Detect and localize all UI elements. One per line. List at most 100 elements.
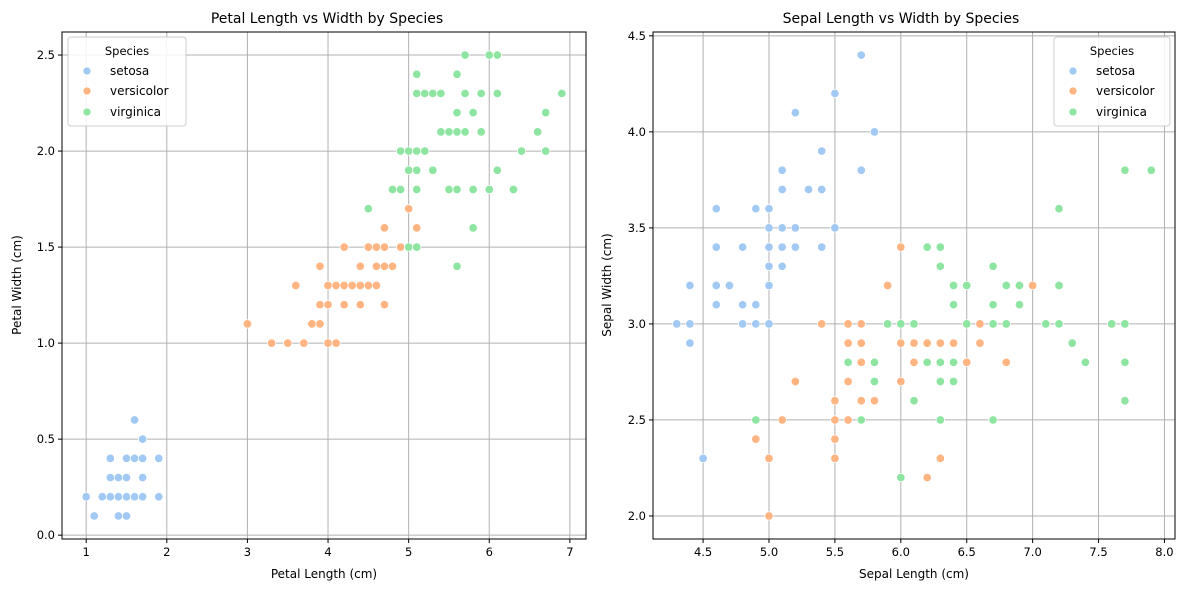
sepal-point-versicolor <box>856 338 866 348</box>
sepal-y-axis-label: Sepal Width (cm) <box>600 233 614 336</box>
sepal-point-versicolor <box>856 357 866 367</box>
sepal-point-versicolor <box>830 415 840 425</box>
petal-point-virginica <box>460 50 470 60</box>
petal-point-versicolor <box>355 300 365 310</box>
petal-y-tick-label: 0.0 <box>37 528 55 542</box>
petal-point-setosa <box>138 434 148 444</box>
sepal-point-setosa <box>777 184 787 195</box>
sepal-point-versicolor <box>830 434 840 444</box>
petal-point-virginica <box>436 127 446 137</box>
petal-x-tick-label: 7 <box>566 545 573 559</box>
sepal-point-setosa <box>817 184 827 195</box>
sepal-point-setosa <box>672 319 682 329</box>
sepal-point-versicolor <box>896 338 906 348</box>
sepal-point-setosa <box>764 223 774 233</box>
sepal-chart: Sepal Length vs Width by Species 4.5 5.0 5… <box>600 11 1176 581</box>
petal-point-setosa <box>113 492 123 502</box>
sepal-y-ticks: 2.0 2.5 3.0 3.5 4.0 4.5 <box>628 29 653 523</box>
petal-plot-frame <box>61 31 587 540</box>
sepal-point-setosa <box>817 242 827 252</box>
sepal-point-virginica <box>869 357 880 367</box>
petal-legend-label-setosa: setosa <box>110 64 149 78</box>
petal-point-setosa <box>130 453 140 463</box>
petal-point-setosa <box>138 472 148 483</box>
sepal-point-setosa <box>830 223 840 233</box>
sepal-point-versicolor <box>935 453 945 463</box>
sepal-point-setosa <box>790 108 800 118</box>
sepal-point-versicolor <box>843 376 853 387</box>
petal-legend-marker-versicolor <box>82 86 92 96</box>
petal-point-virginica <box>468 108 478 118</box>
sepal-point-virginica <box>962 280 972 291</box>
petal-point-versicolor <box>267 338 277 348</box>
sepal-point-virginica <box>948 376 959 387</box>
petal-point-setosa <box>130 492 140 502</box>
sepal-point-versicolor <box>922 472 932 483</box>
sepal-legend-marker-setosa <box>1068 66 1078 76</box>
petal-x-tick-label: 5 <box>405 545 412 559</box>
petal-point-virginica <box>428 88 438 99</box>
petal-point-virginica <box>396 146 406 156</box>
petal-point-setosa <box>105 492 115 502</box>
sepal-point-virginica <box>1054 204 1064 214</box>
petal-point-virginica <box>541 108 551 118</box>
petal-point-versicolor <box>331 338 341 348</box>
sepal-point-setosa <box>856 165 866 175</box>
sepal-point-setosa <box>764 319 774 329</box>
petal-point-versicolor <box>315 319 325 329</box>
sepal-point-setosa <box>711 204 721 214</box>
sepal-point-virginica <box>988 261 998 271</box>
petal-point-virginica <box>404 146 414 156</box>
sepal-point-virginica <box>922 242 932 252</box>
sepal-point-virginica <box>1107 319 1117 329</box>
petal-point-virginica <box>412 165 422 175</box>
sepal-point-setosa <box>711 300 721 310</box>
sepal-point-setosa <box>764 261 774 271</box>
sepal-point-virginica <box>988 415 998 425</box>
petal-point-versicolor <box>379 223 390 233</box>
petal-y-tick-label: 2.0 <box>37 144 55 158</box>
sepal-x-axis-label: Sepal Length (cm) <box>859 567 969 581</box>
sepal-point-versicolor <box>975 338 985 348</box>
sepal-point-virginica <box>948 357 959 367</box>
sepal-x-tick-label: 7.0 <box>1023 545 1041 559</box>
sepal-x-tick-label: 5.5 <box>826 545 844 559</box>
sepal-point-setosa <box>711 242 721 252</box>
petal-point-versicolor <box>323 338 333 348</box>
sepal-x-tick-label: 7.5 <box>1089 545 1107 559</box>
sepal-point-virginica <box>948 280 959 291</box>
sepal-point-setosa <box>830 88 840 99</box>
sepal-point-virginica <box>988 300 998 310</box>
sepal-legend-title: Species <box>1090 44 1134 58</box>
petal-point-versicolor <box>283 338 293 348</box>
sepal-points <box>672 50 1156 521</box>
sepal-point-versicolor <box>830 453 840 463</box>
sepal-point-virginica <box>856 415 866 425</box>
petal-point-setosa <box>130 415 140 425</box>
sepal-point-virginica <box>1120 357 1130 367</box>
sepal-point-versicolor <box>962 357 972 367</box>
petal-point-versicolor <box>331 280 341 291</box>
sepal-y-tick-label: 4.0 <box>628 125 646 139</box>
sepal-point-virginica <box>935 376 945 387</box>
petal-point-virginica <box>533 127 543 137</box>
petal-y-tick-label: 1.5 <box>37 240 55 254</box>
sepal-point-virginica <box>909 319 919 329</box>
sepal-point-versicolor <box>909 338 919 348</box>
sepal-point-setosa <box>777 242 787 252</box>
petal-point-versicolor <box>339 280 349 291</box>
petal-point-versicolor <box>371 280 381 291</box>
sepal-point-versicolor <box>869 396 880 406</box>
petal-point-versicolor <box>323 280 333 291</box>
petal-point-virginica <box>460 88 470 99</box>
sepal-point-versicolor <box>764 511 774 521</box>
petal-point-virginica <box>516 146 527 156</box>
sepal-point-virginica <box>1001 280 1011 291</box>
sepal-point-virginica <box>869 376 880 387</box>
sepal-legend: Species setosa versicolor virginica <box>1053 36 1171 127</box>
sepal-point-versicolor <box>790 376 800 387</box>
petal-point-versicolor <box>242 319 252 329</box>
sepal-point-virginica <box>1041 319 1051 329</box>
petal-y-tick-label: 2.5 <box>37 48 55 62</box>
